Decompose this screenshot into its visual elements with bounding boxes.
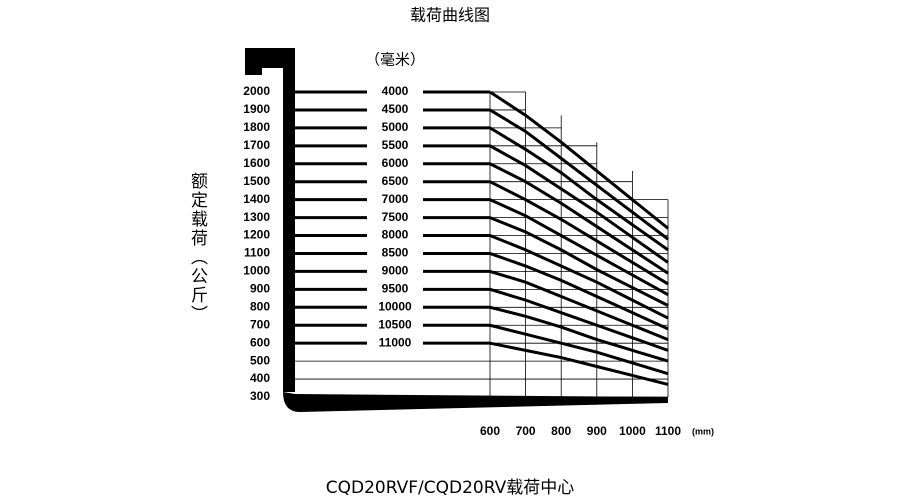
y-tick-label: 1300 bbox=[243, 210, 270, 224]
label-bg bbox=[367, 85, 423, 99]
series-name: 6500 bbox=[382, 174, 409, 188]
load-curve bbox=[489, 341, 669, 386]
load-curve bbox=[489, 126, 669, 252]
label-bg bbox=[367, 336, 423, 351]
load-curve bbox=[489, 90, 669, 230]
label-bg bbox=[367, 192, 423, 207]
series-name: 9500 bbox=[382, 282, 409, 296]
y-tick-label: 1200 bbox=[243, 228, 270, 242]
y-tick-label: 2000 bbox=[243, 84, 270, 98]
series-name: 7000 bbox=[382, 192, 409, 206]
label-bg bbox=[367, 120, 423, 135]
series-name: 11000 bbox=[379, 335, 412, 349]
y-tick-label: 500 bbox=[250, 353, 270, 367]
series-name: 10000 bbox=[378, 299, 412, 313]
load-curve bbox=[489, 180, 669, 286]
y-tick-label: 1600 bbox=[243, 156, 270, 170]
load-curve bbox=[489, 216, 669, 307]
label-bg bbox=[367, 102, 423, 117]
series-name: 9000 bbox=[382, 264, 409, 278]
y-tick-label: 300 bbox=[250, 389, 270, 403]
x-tick-label: 700 bbox=[516, 424, 536, 438]
load-curve bbox=[489, 108, 669, 241]
y-tick-label: 1900 bbox=[243, 102, 270, 116]
label-bg bbox=[367, 300, 423, 315]
y-tick-label: 400 bbox=[250, 371, 270, 385]
series-label: （毫米） bbox=[365, 51, 425, 69]
x-tick-label: 1000 bbox=[619, 424, 646, 438]
load-curve bbox=[489, 234, 669, 320]
y-tick-label: 900 bbox=[250, 282, 270, 296]
label-bg bbox=[367, 138, 423, 153]
load-curve bbox=[489, 162, 669, 275]
chart-title: 载荷曲线图 bbox=[410, 6, 490, 25]
y-tick-label: 1000 bbox=[243, 264, 270, 278]
label-bg bbox=[367, 174, 423, 189]
series-name: 8000 bbox=[382, 228, 409, 242]
series-name: 5500 bbox=[382, 138, 409, 152]
y-tick-label: 1100 bbox=[244, 246, 270, 260]
y-tick-label: 1400 bbox=[243, 192, 270, 206]
load-curve bbox=[489, 323, 669, 376]
label-bg bbox=[367, 264, 423, 279]
load-curve bbox=[489, 144, 669, 264]
y-axis-label: 额定载荷（公斤） bbox=[187, 172, 208, 324]
load-curve bbox=[489, 252, 669, 331]
label-bg bbox=[367, 228, 423, 243]
label-bg bbox=[367, 156, 423, 171]
y-tick-label: 1500 bbox=[243, 174, 270, 188]
x-tick-label: 800 bbox=[551, 424, 571, 438]
series-name: 8500 bbox=[382, 246, 409, 260]
label-bg bbox=[367, 246, 423, 261]
y-tick-label: 600 bbox=[250, 335, 270, 349]
label-bg bbox=[367, 210, 423, 225]
load-curve bbox=[489, 287, 669, 352]
series-name: 6000 bbox=[382, 156, 409, 170]
load-curve bbox=[489, 198, 669, 297]
y-tick-label: 700 bbox=[250, 317, 270, 331]
x-tick-label: 900 bbox=[587, 424, 607, 438]
footer: CQD20RVF/CQD20RV载荷中心 bbox=[326, 478, 574, 498]
fork-blade bbox=[283, 392, 668, 412]
series-name: 5000 bbox=[382, 120, 409, 134]
label-bg bbox=[367, 282, 423, 297]
y-tick-label: 800 bbox=[250, 299, 270, 313]
x-axis-label: (mm) bbox=[692, 426, 714, 436]
load-curve bbox=[489, 305, 669, 363]
x-tick-label: 1100 bbox=[655, 424, 681, 438]
fork-shank bbox=[245, 48, 295, 392]
y-tick-label: 1700 bbox=[243, 138, 270, 152]
x-tick-label: 600 bbox=[480, 424, 500, 438]
label-bg bbox=[367, 318, 423, 333]
series-name: 4500 bbox=[382, 102, 409, 116]
load-curve bbox=[489, 269, 669, 341]
series-name: 10500 bbox=[378, 317, 412, 331]
y-tick-label: 1800 bbox=[243, 120, 270, 134]
series-name: 4000 bbox=[382, 84, 409, 98]
series-name: 7500 bbox=[382, 210, 409, 224]
